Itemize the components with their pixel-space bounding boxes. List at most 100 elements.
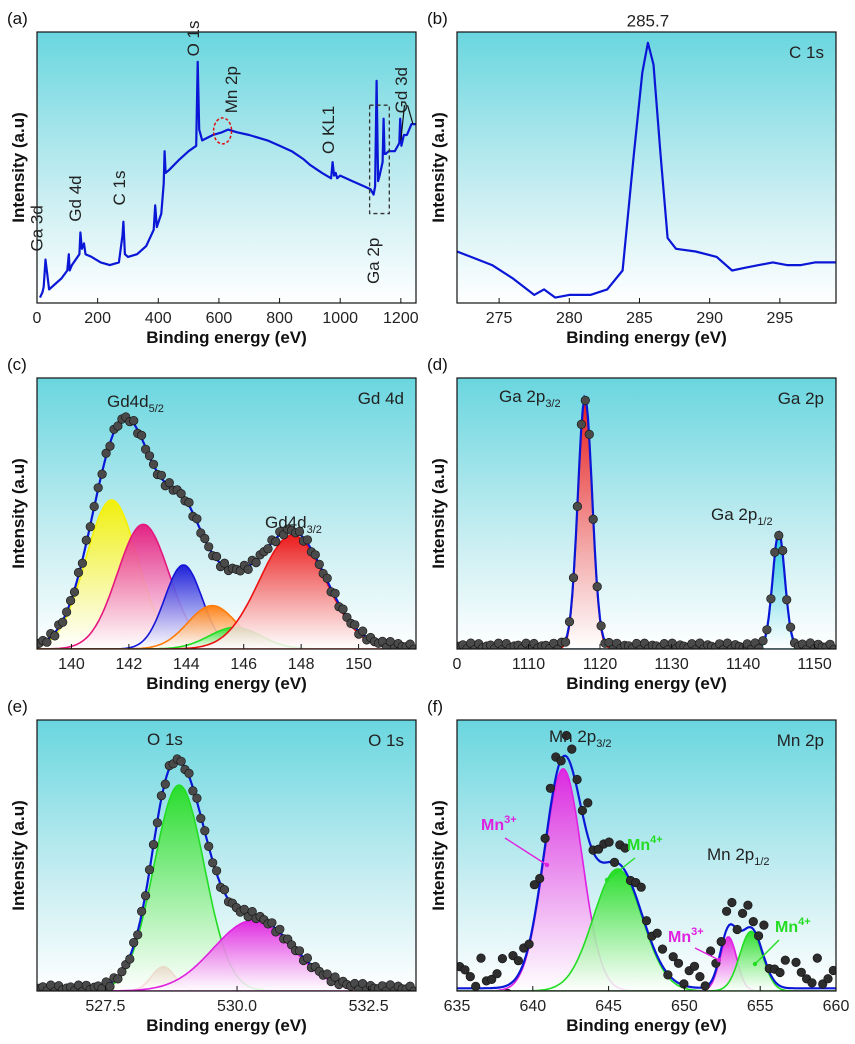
peak-annotation: Ga 2p [364,238,383,284]
data-point [540,833,550,844]
x-tick-label: 1110 [512,656,545,673]
plot-background [457,32,836,303]
plot-area [39,60,416,299]
data-point [513,956,524,966]
x-tick-label: 660 [823,998,850,1015]
x-tick-label: 655 [747,998,774,1015]
x-tick-label: 650 [671,998,698,1015]
data-point [584,429,594,440]
x-tick-label: 527.5 [85,998,125,1015]
y-axis-title: Intensity (a.u) [429,800,448,911]
plot-frame [36,719,417,992]
data-point [689,961,700,971]
data-point [192,514,202,524]
data-point [148,839,159,850]
x-tick-label: 150 [345,656,372,673]
data-point [322,969,332,979]
data-point [350,620,360,630]
peak-annotation: C 1s [110,170,129,205]
panel-label: (e) [7,697,28,716]
data-point [592,581,602,592]
data-point [330,588,340,599]
data-point [668,952,678,962]
x-tick-label: 275 [486,310,513,327]
plot-frame [36,31,417,304]
x-tick-label: 530.0 [217,998,257,1015]
data-point [829,644,836,649]
y-axis-title: Intensity (a.u) [9,112,28,223]
x-tick-label: 1200 [383,310,419,327]
data-point [604,837,614,847]
data-point [184,497,194,508]
data-point [567,744,577,754]
peak-label-main: Gd4d [265,513,307,532]
data-point [636,882,646,892]
data-point [774,530,784,541]
x-tick-label: 1000 [322,310,358,327]
data-point [125,954,135,964]
peak-annotation: Gd 3d [392,67,411,113]
x-tick-label: 148 [288,656,315,673]
panel-3: 0 1110 1120 1130 1140 1150 Binding energy (eV)… [427,355,837,693]
data-point [737,908,748,919]
x-tick-label: 0 [453,656,462,673]
peak-label-sub: 3/2 [545,398,560,410]
data-point [759,920,769,930]
data-point [164,478,174,488]
peak-value-label: 285.7 [627,12,670,31]
data-point [152,818,162,828]
data-point [219,558,230,568]
data-point [743,900,753,910]
data-point [302,953,313,963]
x-axis-title: Binding energy (eV) [146,1016,307,1035]
data-point [97,469,107,479]
x-tick-label: 200 [84,310,111,327]
data-point [156,791,166,801]
x-tick-label: 400 [145,310,172,327]
data-point [271,536,281,547]
state-arrow-head [752,961,758,967]
peak-annotation: Gd 4d [66,175,85,221]
data-point [663,970,673,980]
plot-frame [36,377,417,650]
data-point [69,587,80,597]
oxidation-state-label: Mn3+ [668,926,704,946]
data-point [93,483,103,493]
data-point [129,416,139,426]
data-point [782,595,792,605]
plot-area [37,412,416,649]
data-point [786,992,795,1001]
x-tick-label: 1130 [654,656,689,673]
x-tick-label: 635 [444,998,471,1015]
mn-highlight-circle [212,117,233,145]
data-point [200,533,210,544]
peak-annotation: Mn 2p [222,66,241,113]
data-point [791,957,801,968]
oxidation-state-label-main: Mn [627,837,650,854]
data-point [330,972,340,982]
data-point [156,470,166,480]
component-peak-5 [37,534,416,649]
data-point [762,625,772,635]
panel-title: Gd 4d [358,389,404,408]
data-point [212,551,222,562]
data-point [812,953,822,963]
data-point [556,756,566,766]
data-point [176,489,186,499]
peak-label: Ga 2p1/2 [711,505,773,528]
data-point [652,928,662,938]
envelope-fit [457,754,836,990]
oxidation-state-label: Mn4+ [775,916,811,936]
data-point [263,544,273,554]
peak-label-main: Mn 2p [549,727,596,746]
peak-label: Mn 2p3/2 [549,727,612,750]
series-line-0 [39,60,416,299]
data-point [141,891,151,901]
state-arrow [694,947,720,961]
peak-label-sub: 3/2 [596,738,611,750]
data-point [748,916,758,927]
gd-leader-line [400,105,406,141]
state-arrow-head [544,862,550,868]
x-tick-label: 280 [556,310,583,327]
data-point [695,971,705,982]
